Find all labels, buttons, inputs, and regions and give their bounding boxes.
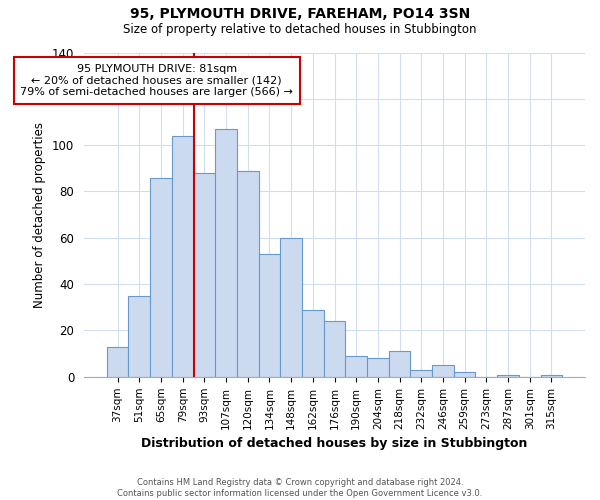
Bar xyxy=(323,321,346,377)
Y-axis label: Number of detached properties: Number of detached properties xyxy=(34,122,46,308)
Bar xyxy=(454,372,475,377)
Bar xyxy=(497,374,519,377)
Text: Size of property relative to detached houses in Stubbington: Size of property relative to detached ho… xyxy=(123,22,477,36)
Bar xyxy=(280,238,302,377)
Bar xyxy=(346,356,367,377)
Bar xyxy=(367,358,389,377)
Bar xyxy=(128,296,150,377)
Bar xyxy=(150,178,172,377)
Bar xyxy=(432,365,454,377)
X-axis label: Distribution of detached houses by size in Stubbington: Distribution of detached houses by size … xyxy=(142,437,527,450)
Text: 95, PLYMOUTH DRIVE, FAREHAM, PO14 3SN: 95, PLYMOUTH DRIVE, FAREHAM, PO14 3SN xyxy=(130,8,470,22)
Bar xyxy=(215,129,237,377)
Bar xyxy=(237,170,259,377)
Bar xyxy=(541,374,562,377)
Bar xyxy=(302,310,323,377)
Bar xyxy=(259,254,280,377)
Text: Contains HM Land Registry data © Crown copyright and database right 2024.
Contai: Contains HM Land Registry data © Crown c… xyxy=(118,478,482,498)
Bar xyxy=(194,173,215,377)
Bar xyxy=(389,352,410,377)
Bar xyxy=(172,136,194,377)
Bar xyxy=(410,370,432,377)
Text: 95 PLYMOUTH DRIVE: 81sqm
← 20% of detached houses are smaller (142)
79% of semi-: 95 PLYMOUTH DRIVE: 81sqm ← 20% of detach… xyxy=(20,64,293,98)
Bar xyxy=(107,346,128,377)
